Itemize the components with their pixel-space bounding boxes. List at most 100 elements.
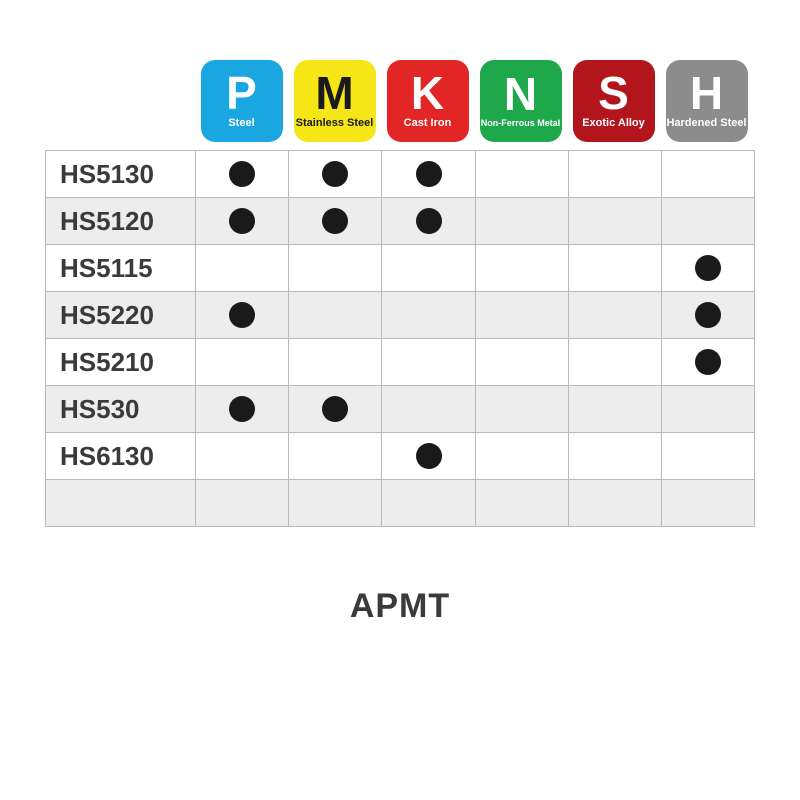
dot-icon: [695, 255, 721, 281]
column-header: K Cast Iron: [381, 60, 474, 142]
table-row: HS5210: [46, 339, 755, 386]
badge-letter: N: [504, 71, 537, 117]
dot-icon: [695, 302, 721, 328]
badge-sublabel: Non-Ferrous Metal: [481, 119, 561, 128]
table-cell: [289, 198, 382, 245]
material-badge: P Steel: [201, 60, 283, 142]
row-label: HS5130: [46, 151, 196, 198]
table-cell: [475, 480, 568, 527]
badge-sublabel: Cast Iron: [404, 118, 452, 129]
dot-icon: [695, 349, 721, 375]
table-row: HS5120: [46, 198, 755, 245]
row-label: HS5210: [46, 339, 196, 386]
table-cell: [475, 433, 568, 480]
row-label: HS5120: [46, 198, 196, 245]
column-header: P Steel: [195, 60, 288, 142]
dot-icon: [229, 161, 255, 187]
column-header: N Non-Ferrous Metal: [474, 60, 567, 142]
badge-letter: S: [598, 70, 629, 116]
dot-icon: [416, 443, 442, 469]
table-cell: [382, 433, 475, 480]
table-row: HS6130: [46, 433, 755, 480]
table-row: HS530: [46, 386, 755, 433]
table-row: HS5220: [46, 292, 755, 339]
table-cell: [568, 292, 661, 339]
row-label: HS5220: [46, 292, 196, 339]
table-cell: [196, 198, 289, 245]
badge-sublabel: Hardened Steel: [666, 118, 746, 129]
row-label: HS5115: [46, 245, 196, 292]
table-cell: [475, 198, 568, 245]
badge-letter: K: [411, 70, 444, 116]
column-headers: P Steel M Stainless Steel K Cast Iron N Non-Fer…: [195, 60, 755, 142]
table-cell: [289, 339, 382, 386]
row-label: HS530: [46, 386, 196, 433]
table-cell: [661, 292, 754, 339]
table-cell: [196, 151, 289, 198]
table-cell: [475, 151, 568, 198]
table-cell: [475, 339, 568, 386]
column-header: H Hardened Steel: [660, 60, 753, 142]
dot-icon: [229, 302, 255, 328]
material-badge: K Cast Iron: [387, 60, 469, 142]
table-cell: [382, 245, 475, 292]
table-cell: [289, 480, 382, 527]
material-badge: S Exotic Alloy: [573, 60, 655, 142]
row-label: HS6130: [46, 433, 196, 480]
dot-icon: [416, 208, 442, 234]
dot-icon: [229, 396, 255, 422]
material-badge: H Hardened Steel: [666, 60, 748, 142]
table-row: [46, 480, 755, 527]
table-cell: [382, 151, 475, 198]
table-cell: [568, 245, 661, 292]
dot-icon: [416, 161, 442, 187]
table-cell: [475, 245, 568, 292]
table-cell: [289, 386, 382, 433]
table-cell: [289, 245, 382, 292]
table-cell: [661, 386, 754, 433]
dot-icon: [322, 208, 348, 234]
badge-sublabel: Stainless Steel: [296, 118, 374, 129]
badge-letter: M: [315, 70, 353, 116]
table-cell: [661, 245, 754, 292]
dot-icon: [322, 161, 348, 187]
dot-icon: [322, 396, 348, 422]
table-cell: [475, 292, 568, 339]
table-cell: [475, 386, 568, 433]
footer-title: APMT: [45, 587, 755, 626]
material-badge: N Non-Ferrous Metal: [480, 60, 562, 142]
table-cell: [382, 292, 475, 339]
table-cell: [661, 433, 754, 480]
table-cell: [661, 339, 754, 386]
badge-sublabel: Steel: [228, 118, 254, 129]
table-cell: [568, 198, 661, 245]
badge-letter: P: [226, 70, 257, 116]
table-cell: [382, 339, 475, 386]
table-cell: [568, 433, 661, 480]
dot-icon: [229, 208, 255, 234]
material-badge: M Stainless Steel: [294, 60, 376, 142]
table-cell: [289, 292, 382, 339]
table-cell: [196, 386, 289, 433]
badge-letter: H: [690, 70, 723, 116]
badge-sublabel: Exotic Alloy: [582, 118, 645, 129]
table-cell: [289, 151, 382, 198]
row-label: [46, 480, 196, 527]
table-cell: [196, 339, 289, 386]
table-cell: [568, 339, 661, 386]
table-cell: [568, 480, 661, 527]
table-cell: [196, 433, 289, 480]
column-header: S Exotic Alloy: [567, 60, 660, 142]
table-row: HS5115: [46, 245, 755, 292]
table-cell: [661, 480, 754, 527]
compatibility-table: HS5130HS5120HS5115HS5220HS5210HS530HS613…: [45, 150, 755, 527]
table-cell: [196, 292, 289, 339]
table-cell: [382, 480, 475, 527]
table-cell: [196, 480, 289, 527]
column-header: M Stainless Steel: [288, 60, 381, 142]
table-cell: [661, 198, 754, 245]
table-cell: [382, 198, 475, 245]
table-cell: [568, 151, 661, 198]
table-cell: [382, 386, 475, 433]
table-row: HS5130: [46, 151, 755, 198]
